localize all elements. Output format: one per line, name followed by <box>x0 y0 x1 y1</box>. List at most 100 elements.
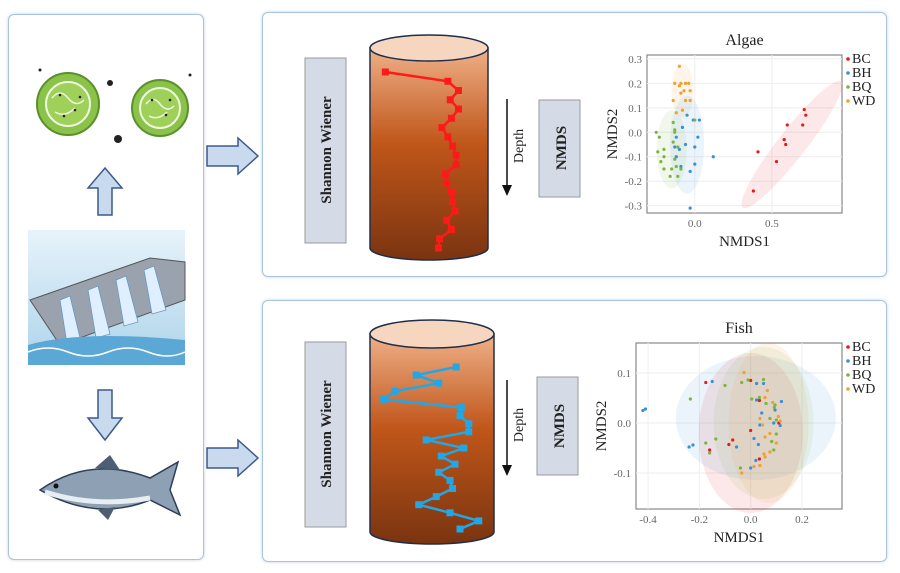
legend-marker <box>846 387 850 391</box>
arrow-right-icon <box>206 136 260 176</box>
legend-marker <box>846 57 850 61</box>
profile-point <box>446 476 454 484</box>
data-point <box>711 155 715 159</box>
y-tick-label: -0.3 <box>625 201 643 213</box>
profile-point <box>444 77 452 85</box>
depth-label: Depth <box>512 129 527 163</box>
data-point <box>731 438 735 442</box>
data-point <box>770 439 774 444</box>
profile-point <box>449 142 457 150</box>
data-point <box>749 428 753 433</box>
data-point <box>674 155 678 159</box>
profile-point <box>452 161 460 169</box>
y-tick-label: 0.2 <box>628 78 642 90</box>
data-point <box>674 164 678 169</box>
data-point <box>756 442 760 447</box>
data-point <box>768 416 772 421</box>
plot-area <box>646 54 843 214</box>
data-point <box>757 398 761 403</box>
data-point <box>688 397 692 401</box>
data-point <box>673 81 677 85</box>
data-point <box>685 113 689 117</box>
algae-shannon-profile <box>381 68 462 252</box>
data-point <box>688 98 692 103</box>
y-tick-label: 0.0 <box>628 127 642 139</box>
profile-point <box>443 216 451 224</box>
data-point <box>763 455 767 459</box>
fish-shannon-profile <box>380 363 483 533</box>
profile-point <box>447 188 455 196</box>
data-point <box>656 150 660 154</box>
profile-point <box>432 493 440 501</box>
fish-shannon-label-box: Shannon Wiener <box>304 341 347 528</box>
data-point <box>683 81 688 85</box>
legend-label: BQ <box>852 80 871 95</box>
x-tick-label: 0.5 <box>765 218 779 230</box>
data-point <box>704 380 708 385</box>
depth-arrow: Depth <box>502 380 527 476</box>
data-point <box>662 167 666 171</box>
data-point <box>691 443 695 447</box>
confidence-ellipse <box>741 80 843 209</box>
legend-marker <box>846 99 850 103</box>
shannon-wiener-label: Shannon Wiener <box>319 96 335 204</box>
fish-icon <box>38 455 182 520</box>
plot-area <box>635 342 843 510</box>
data-point <box>758 416 762 421</box>
data-point <box>802 107 806 112</box>
depth-arrow: Depth <box>502 99 527 196</box>
x-tick-label: 0.2 <box>795 514 809 526</box>
data-point <box>673 145 677 149</box>
data-point <box>688 169 692 174</box>
data-point <box>784 142 788 147</box>
profile-point <box>380 395 388 403</box>
legend-marker <box>846 373 850 377</box>
data-point <box>670 167 674 171</box>
arrow-down-icon <box>86 389 124 442</box>
data-point <box>764 401 768 406</box>
data-point <box>774 432 778 436</box>
confidence-ellipse <box>698 353 803 513</box>
data-point <box>693 145 697 149</box>
data-point <box>750 397 754 401</box>
data-point <box>782 138 786 142</box>
data-point <box>761 377 766 382</box>
data-point <box>641 408 645 413</box>
data-point <box>673 157 677 161</box>
data-point <box>680 108 685 112</box>
x-tick-label: 0.0 <box>688 218 702 230</box>
data-point <box>687 445 691 449</box>
legend-label: BC <box>852 52 871 67</box>
shannon-wiener-label: Shannon Wiener <box>319 380 335 488</box>
legend-label: BH <box>852 66 871 81</box>
data-point <box>708 451 712 455</box>
data-point <box>746 378 750 382</box>
data-point <box>683 98 688 103</box>
data-point <box>671 120 675 125</box>
legend-label: BH <box>852 354 871 369</box>
data-point <box>749 466 753 470</box>
profile-point <box>412 371 420 379</box>
profile-point <box>455 105 462 113</box>
fish-nmds-label-box: NMDS <box>536 376 579 476</box>
chart-title: Fish <box>725 320 753 337</box>
data-point <box>679 91 683 95</box>
data-point <box>758 463 762 468</box>
profile-point <box>434 244 442 252</box>
data-point <box>776 414 780 419</box>
data-point <box>734 445 739 449</box>
data-point <box>662 147 666 152</box>
data-point <box>714 437 718 441</box>
y-axis-label: NMDS2 <box>594 401 610 452</box>
profile-point <box>391 387 399 395</box>
data-point <box>674 135 678 139</box>
confidence-ellipse <box>728 343 809 503</box>
profile-point <box>438 124 446 132</box>
data-point <box>760 411 764 415</box>
profile-point <box>446 509 454 517</box>
profile-point <box>443 179 451 187</box>
x-tick-label: 0.0 <box>744 514 758 526</box>
data-point <box>778 423 782 428</box>
legend-marker <box>846 71 850 75</box>
y-axis-label: NMDS2 <box>605 109 621 160</box>
